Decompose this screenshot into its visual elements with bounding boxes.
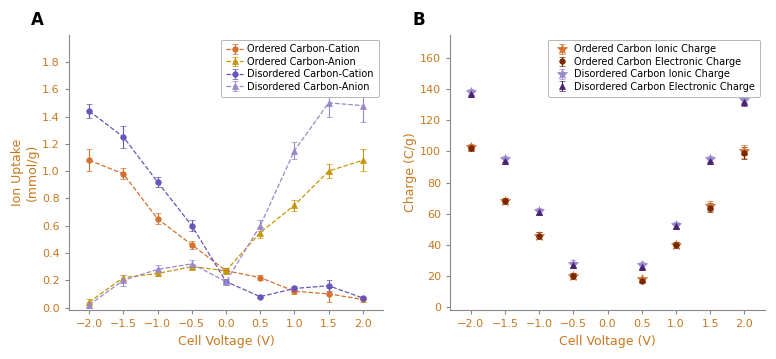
X-axis label: Cell Voltage (V): Cell Voltage (V)	[178, 335, 275, 348]
Y-axis label: Charge (C/g): Charge (C/g)	[404, 132, 417, 212]
Legend: Ordered Carbon-Cation, Ordered Carbon-Anion, Disordered Carbon-Cation, Disordere: Ordered Carbon-Cation, Ordered Carbon-An…	[221, 39, 379, 97]
Y-axis label: Ion Uptake
(mmol/g): Ion Uptake (mmol/g)	[11, 139, 39, 206]
Text: A: A	[31, 11, 43, 29]
X-axis label: Cell Voltage (V): Cell Voltage (V)	[559, 335, 656, 348]
Text: B: B	[412, 11, 425, 29]
Legend: Ordered Carbon Ionic Charge, Ordered Carbon Electronic Charge, Disordered Carbon: Ordered Carbon Ionic Charge, Ordered Car…	[548, 39, 760, 97]
